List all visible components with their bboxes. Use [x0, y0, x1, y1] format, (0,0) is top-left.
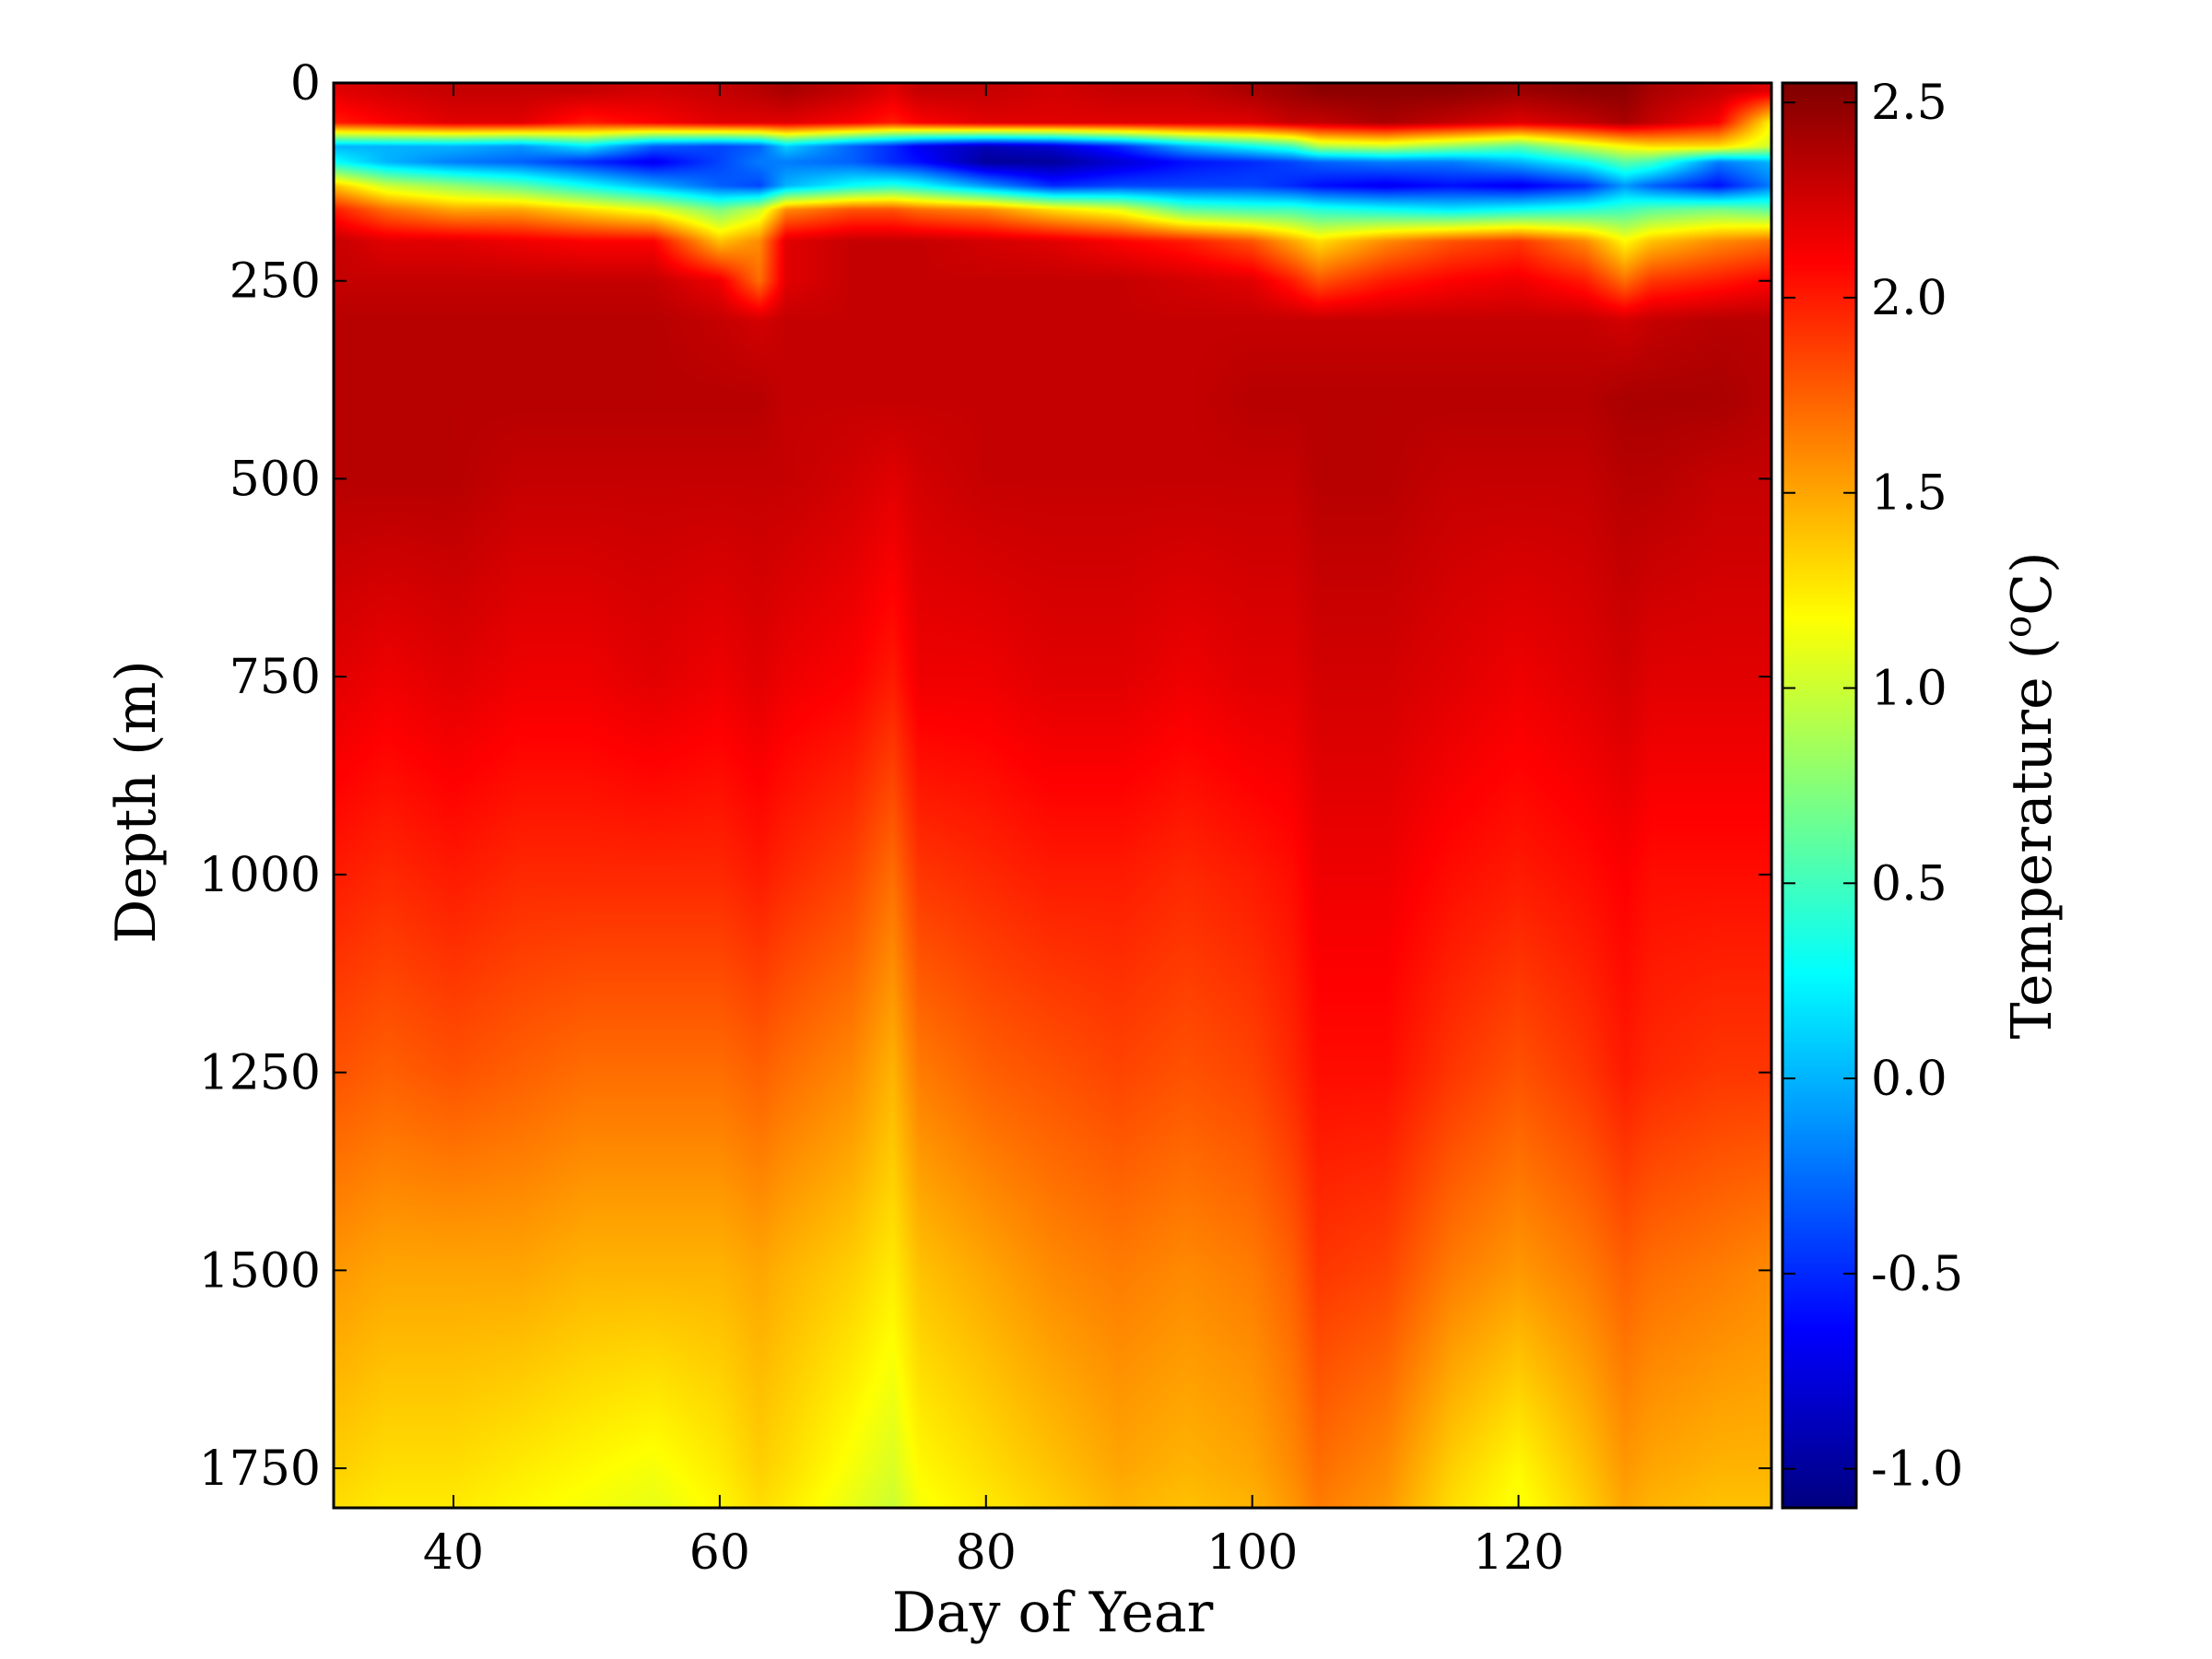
- colorbar-tick-label: 0.0: [1871, 1052, 1947, 1107]
- y-tick-label: 1000: [199, 848, 321, 903]
- y-tick-label: 250: [229, 254, 321, 310]
- y-axis-label: Depth (m): [104, 660, 169, 944]
- x-tick-label: 60: [689, 1525, 750, 1581]
- y-axis-ticks: 0 250 500 750 1000 1250 1500 1750: [199, 56, 1771, 1497]
- x-axis-ticks: 40 60 80 100 120: [423, 83, 1564, 1581]
- colorbar-container: [1783, 83, 1856, 1508]
- colorbar-label-superscript: o: [1997, 616, 2040, 638]
- y-tick-label: 500: [229, 452, 321, 507]
- x-tick-label: 80: [956, 1525, 1017, 1581]
- colorbar-tick-label: 0.5: [1871, 856, 1947, 912]
- colorbar-label: Temperature (oC): [1997, 552, 2065, 1040]
- x-tick-label: 100: [1206, 1525, 1298, 1581]
- colorbar-tick-label: -0.5: [1871, 1247, 1963, 1302]
- y-tick-label: 1500: [199, 1243, 321, 1299]
- colorbar-tick-label: 1.0: [1871, 662, 1947, 717]
- plot-frame: [332, 81, 1773, 1510]
- colorbar-tick-label: 2.5: [1871, 76, 1947, 131]
- plot-area-container: [334, 83, 1771, 1508]
- colorbar-frame: [1781, 81, 1858, 1510]
- y-tick-label: 1750: [199, 1441, 321, 1497]
- colorbar-tick-label: 2.0: [1871, 271, 1947, 326]
- y-tick-label: 0: [290, 56, 321, 112]
- colorbar-label-unit: C): [2000, 552, 2065, 616]
- colorbar-gradient: [1783, 83, 1856, 1508]
- colorbar-tick-label: 1.5: [1871, 466, 1947, 522]
- x-axis-label: Day of Year: [892, 1581, 1214, 1645]
- colorbar-tick-label: -1.0: [1871, 1442, 1963, 1498]
- temperature-heatmap: [334, 83, 1771, 1508]
- x-tick-label: 120: [1473, 1525, 1564, 1581]
- y-tick-label: 750: [229, 650, 321, 705]
- y-tick-label: 1250: [199, 1046, 321, 1101]
- colorbar-ticks: 2.5 2.0 1.5 1.0 0.5 0.0 -0.5 -1.0: [1783, 76, 1963, 1498]
- x-tick-label: 40: [423, 1525, 484, 1581]
- colorbar-label-base: Temperature (: [2000, 638, 2065, 1040]
